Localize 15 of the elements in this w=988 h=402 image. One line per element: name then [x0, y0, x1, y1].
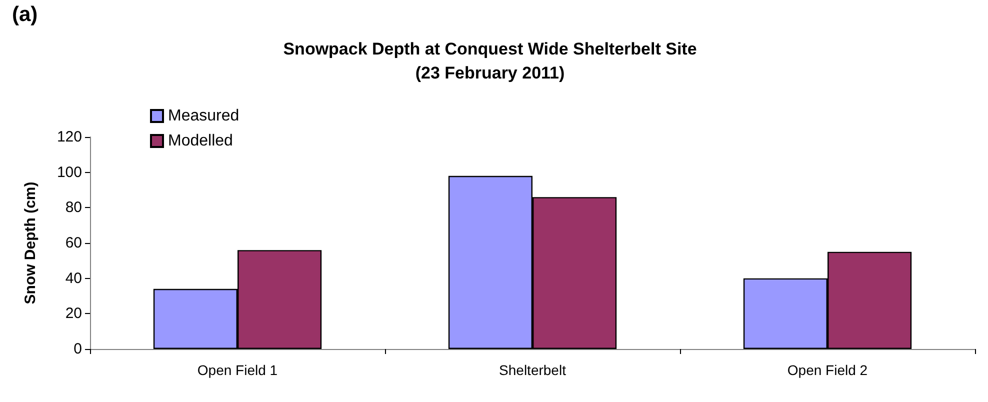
legend-label: Measured [168, 108, 240, 124]
chart-title: Snowpack Depth at Conquest Wide Shelterbelt Site (23 February 2011) [283, 40, 697, 82]
y-tick-label: 120 [56, 128, 82, 146]
y-tick-label: 40 [65, 270, 82, 287]
y-tick-label: 80 [65, 199, 82, 216]
x-tick-label: Open Field 2 [787, 362, 868, 378]
legend-label: Modelled [168, 132, 233, 150]
y-tick-label: 20 [65, 305, 82, 322]
y-tick-label: 100 [56, 164, 82, 181]
y-axis-title: Snow Depth (cm) [22, 182, 39, 304]
text: (a) [12, 3, 38, 26]
x-tick-label: Shelterbelt [499, 362, 566, 378]
y-tick-label: 60 [65, 234, 82, 252]
y-tick-label: 0 [74, 340, 82, 358]
x-tick-label: Open Field 1 [197, 362, 278, 378]
